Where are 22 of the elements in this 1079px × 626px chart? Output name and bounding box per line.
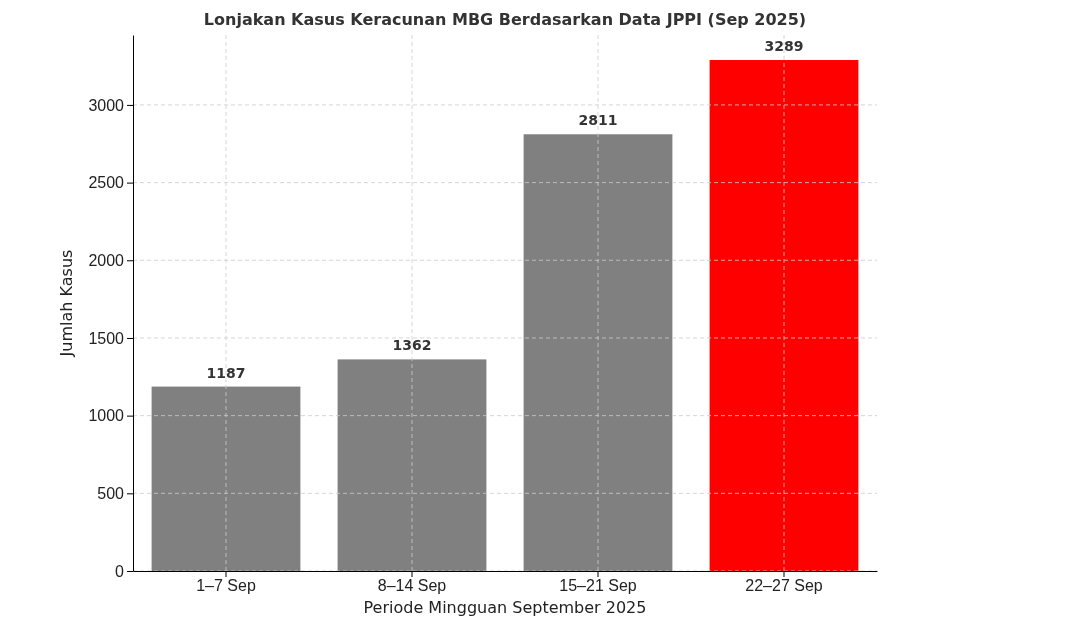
y-tick-label: 2000 <box>88 251 125 269</box>
x-axis-title: Periode Mingguan September 2025 <box>363 598 647 617</box>
data-label: 1187 <box>206 364 246 381</box>
y-tick-label: 3000 <box>88 96 125 114</box>
bar <box>151 386 301 571</box>
y-tick-label: 1000 <box>88 407 125 425</box>
data-label: 1362 <box>392 337 432 354</box>
y-tick-label: 1500 <box>88 329 125 347</box>
y-tick-label: 2500 <box>88 174 125 192</box>
y-axis-title: Jumlah Kasus <box>57 249 76 358</box>
bar <box>337 359 487 571</box>
x-tick-label: 8–14 Sep <box>377 577 447 595</box>
y-tick-label: 500 <box>97 484 125 502</box>
x-tick-label: 22–27 Sep <box>745 577 823 595</box>
bar <box>709 60 859 571</box>
data-label: 2811 <box>578 112 618 129</box>
x-tick-label: 1–7 Sep <box>196 577 256 595</box>
x-tick-label: 15–21 Sep <box>559 577 637 595</box>
bar <box>523 134 673 571</box>
chart-title: Lonjakan Kasus Keracunan MBG Berdasarkan Data JPPI (Sep 2025) <box>203 10 807 29</box>
y-tick-label: 0 <box>115 562 125 580</box>
data-label: 3289 <box>764 38 804 55</box>
